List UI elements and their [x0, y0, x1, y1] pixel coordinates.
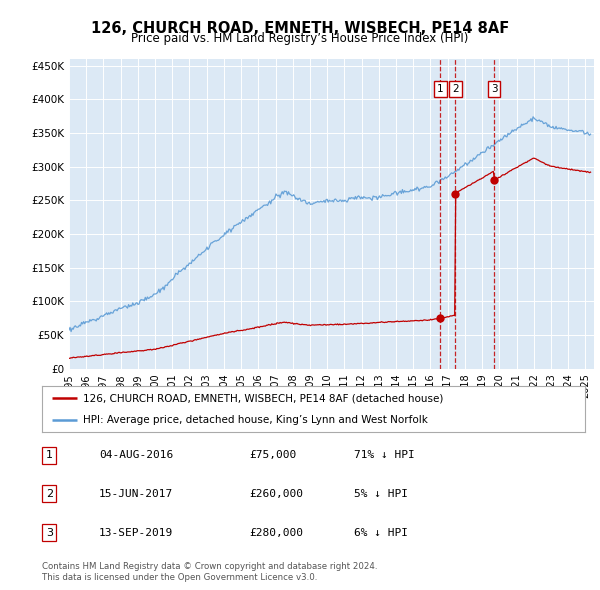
Text: 126, CHURCH ROAD, EMNETH, WISBECH, PE14 8AF (detached house): 126, CHURCH ROAD, EMNETH, WISBECH, PE14 … [83, 394, 443, 404]
Text: Contains HM Land Registry data © Crown copyright and database right 2024.: Contains HM Land Registry data © Crown c… [42, 562, 377, 571]
Text: 5% ↓ HPI: 5% ↓ HPI [354, 489, 408, 499]
Text: 15-JUN-2017: 15-JUN-2017 [99, 489, 173, 499]
Text: Price paid vs. HM Land Registry’s House Price Index (HPI): Price paid vs. HM Land Registry’s House … [131, 32, 469, 45]
Text: 1: 1 [46, 451, 53, 460]
Text: 2: 2 [452, 84, 459, 94]
Text: 71% ↓ HPI: 71% ↓ HPI [354, 451, 415, 460]
Text: 3: 3 [46, 528, 53, 537]
Text: 04-AUG-2016: 04-AUG-2016 [99, 451, 173, 460]
Text: 2: 2 [46, 489, 53, 499]
Text: This data is licensed under the Open Government Licence v3.0.: This data is licensed under the Open Gov… [42, 573, 317, 582]
Text: 13-SEP-2019: 13-SEP-2019 [99, 528, 173, 537]
Text: 6% ↓ HPI: 6% ↓ HPI [354, 528, 408, 537]
Text: 126, CHURCH ROAD, EMNETH, WISBECH, PE14 8AF: 126, CHURCH ROAD, EMNETH, WISBECH, PE14 … [91, 21, 509, 36]
Text: 1: 1 [437, 84, 444, 94]
Text: 3: 3 [491, 84, 497, 94]
Text: £280,000: £280,000 [249, 528, 303, 537]
Text: £260,000: £260,000 [249, 489, 303, 499]
Text: HPI: Average price, detached house, King’s Lynn and West Norfolk: HPI: Average price, detached house, King… [83, 415, 428, 425]
Text: £75,000: £75,000 [249, 451, 296, 460]
